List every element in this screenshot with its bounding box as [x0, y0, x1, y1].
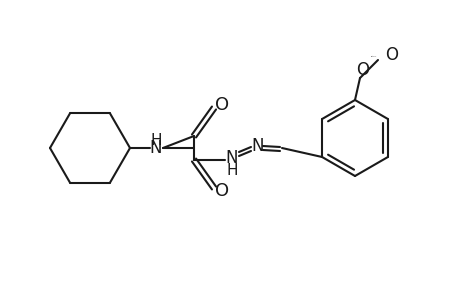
Text: H: H [226, 163, 237, 178]
Text: N: N [150, 139, 162, 157]
Text: O: O [385, 46, 397, 64]
Text: N: N [251, 137, 263, 155]
Text: O: O [214, 182, 229, 200]
Text: H: H [150, 133, 162, 148]
Text: N: N [225, 149, 238, 167]
Text: methoxy: methoxy [370, 56, 376, 57]
Text: O: O [214, 96, 229, 114]
Text: O: O [356, 61, 369, 79]
